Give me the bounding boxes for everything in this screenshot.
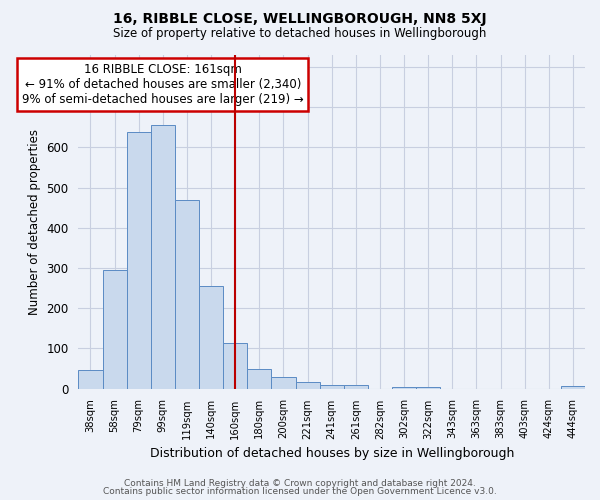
Y-axis label: Number of detached properties: Number of detached properties [28, 129, 41, 315]
Text: Contains HM Land Registry data © Crown copyright and database right 2024.: Contains HM Land Registry data © Crown c… [124, 478, 476, 488]
Bar [344, 386, 368, 388]
Text: 16 RIBBLE CLOSE: 161sqm
← 91% of detached houses are smaller (2,340)
9% of semi-: 16 RIBBLE CLOSE: 161sqm ← 91% of detache… [22, 63, 304, 106]
Bar [103, 270, 127, 388]
Bar [175, 200, 199, 388]
Bar [127, 132, 151, 388]
X-axis label: Distribution of detached houses by size in Wellingborough: Distribution of detached houses by size … [149, 447, 514, 460]
Bar [199, 286, 223, 388]
Text: Size of property relative to detached houses in Wellingborough: Size of property relative to detached ho… [113, 28, 487, 40]
Bar [79, 370, 103, 388]
Bar [223, 343, 247, 388]
Bar [392, 386, 416, 388]
Text: Contains public sector information licensed under the Open Government Licence v3: Contains public sector information licen… [103, 487, 497, 496]
Bar [561, 386, 585, 388]
Bar [416, 386, 440, 388]
Bar [151, 124, 175, 388]
Bar [296, 382, 320, 388]
Bar [271, 378, 296, 388]
Text: 16, RIBBLE CLOSE, WELLINGBOROUGH, NN8 5XJ: 16, RIBBLE CLOSE, WELLINGBOROUGH, NN8 5X… [113, 12, 487, 26]
Bar [247, 370, 271, 388]
Bar [320, 386, 344, 388]
